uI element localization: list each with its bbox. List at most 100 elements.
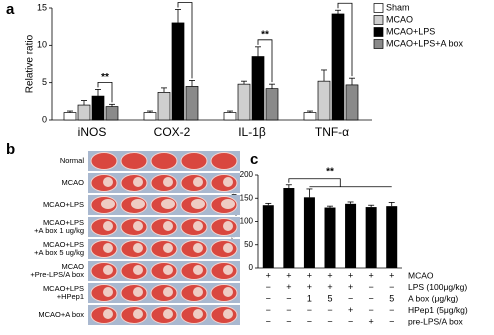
significance-label: ** xyxy=(326,166,334,177)
infarct-area xyxy=(103,221,113,231)
x-tick-label: IL-1β xyxy=(238,125,266,139)
legend-label: Sham xyxy=(386,2,410,12)
bar xyxy=(283,188,295,268)
infarct-area xyxy=(133,243,143,253)
condition-cell: − xyxy=(307,305,312,315)
bar xyxy=(265,88,279,121)
significance-bracket xyxy=(257,39,273,83)
x-tick-label: iNOS xyxy=(78,125,107,139)
infarct-area xyxy=(163,309,173,319)
condition-cell: + xyxy=(348,270,353,280)
legend-label: MCAO xyxy=(386,14,413,24)
panel-letter: c xyxy=(250,151,258,168)
condition-cell: − xyxy=(389,316,394,326)
row-label: +HPep1 xyxy=(57,292,84,301)
legend-swatch xyxy=(373,39,384,49)
infarct-area xyxy=(223,243,233,253)
significance-label: ** xyxy=(181,0,189,3)
bar xyxy=(77,104,91,121)
infarct-area xyxy=(163,177,173,187)
infarct-area xyxy=(163,265,173,275)
condition-cell: − xyxy=(327,316,332,326)
y-tick-label: 15 xyxy=(37,2,47,12)
condition-name: pre-LPS/A box xyxy=(408,316,464,326)
significance-label: ** xyxy=(341,0,349,4)
x-tick-label: TNF-α xyxy=(315,125,349,139)
y-tick-label: 10 xyxy=(37,40,47,50)
legend-label: MCAO+LPS xyxy=(386,26,435,36)
bar xyxy=(143,112,157,121)
condition-name: A box (μg/kg) xyxy=(408,293,458,303)
row-label: MCAO+A box xyxy=(38,310,84,319)
condition-cell: + xyxy=(327,282,332,292)
brain-slice xyxy=(120,152,148,170)
legend-swatch xyxy=(373,3,384,13)
bar xyxy=(171,22,185,121)
y-tick-label: 200 xyxy=(240,170,254,179)
bar xyxy=(262,205,274,268)
condition-cell: − xyxy=(266,316,271,326)
row-label: MCAO+LPS xyxy=(43,240,84,249)
y-tick-label: 100 xyxy=(240,217,254,226)
brain-slice xyxy=(210,152,238,170)
infarct-area xyxy=(223,177,233,187)
infarct-area xyxy=(103,177,113,187)
significance-label: ** xyxy=(261,29,269,40)
row-label: Normal xyxy=(60,156,85,165)
y-tick-label: 5 xyxy=(42,77,47,87)
infarct-area xyxy=(103,287,113,297)
condition-cell: + xyxy=(286,270,291,280)
condition-cell: + xyxy=(369,316,374,326)
bar xyxy=(237,83,251,121)
infarct-area xyxy=(133,287,143,297)
infarct-area xyxy=(163,287,173,297)
condition-cell: − xyxy=(348,316,353,326)
condition-cell: − xyxy=(389,282,394,292)
condition-cell: − xyxy=(389,305,394,315)
condition-cell: + xyxy=(348,305,353,315)
condition-cell: − xyxy=(266,282,271,292)
infarct-area xyxy=(223,287,233,297)
condition-cell: 5 xyxy=(327,293,332,303)
condition-cell: − xyxy=(286,316,291,326)
bar xyxy=(223,112,237,121)
bar xyxy=(386,206,398,268)
bar xyxy=(331,13,345,121)
legend-swatch xyxy=(373,15,384,25)
infarct-area xyxy=(133,309,143,319)
infarct-area xyxy=(191,199,205,209)
y-tick-label: 50 xyxy=(244,240,253,249)
bar xyxy=(345,84,359,121)
infarct-area xyxy=(101,199,115,209)
infarct-area xyxy=(193,265,203,275)
y-tick-label: 0 xyxy=(249,263,254,272)
bar xyxy=(157,92,171,121)
condition-cell: 1 xyxy=(307,293,312,303)
legend-label: MCAO+LPS+A box xyxy=(386,38,464,48)
condition-cell: + xyxy=(286,282,291,292)
condition-cell: − xyxy=(286,293,291,303)
x-tick-label: COX-2 xyxy=(154,125,191,139)
condition-cell: + xyxy=(348,282,353,292)
row-label: MCAO+LPS xyxy=(43,218,84,227)
legend-swatch xyxy=(373,27,384,37)
y-axis-label: Relative ratio xyxy=(25,34,36,93)
infarct-area xyxy=(193,287,203,297)
brain-slice xyxy=(150,152,178,170)
row-label: MCAO+LPS xyxy=(43,200,84,209)
bar xyxy=(63,112,77,121)
condition-cell: + xyxy=(369,270,374,280)
condition-cell: + xyxy=(307,282,312,292)
condition-cell: − xyxy=(369,282,374,292)
condition-cell: − xyxy=(348,293,353,303)
significance-label: ** xyxy=(101,72,109,83)
condition-cell: + xyxy=(307,270,312,280)
y-tick-label: 0 xyxy=(42,114,47,124)
condition-cell: − xyxy=(369,293,374,303)
significance-bracket xyxy=(177,2,193,79)
significance-bracket xyxy=(288,178,392,188)
condition-cell: − xyxy=(369,305,374,315)
bar xyxy=(303,112,317,121)
infarct-area xyxy=(221,199,235,209)
infarct-area xyxy=(193,243,203,253)
